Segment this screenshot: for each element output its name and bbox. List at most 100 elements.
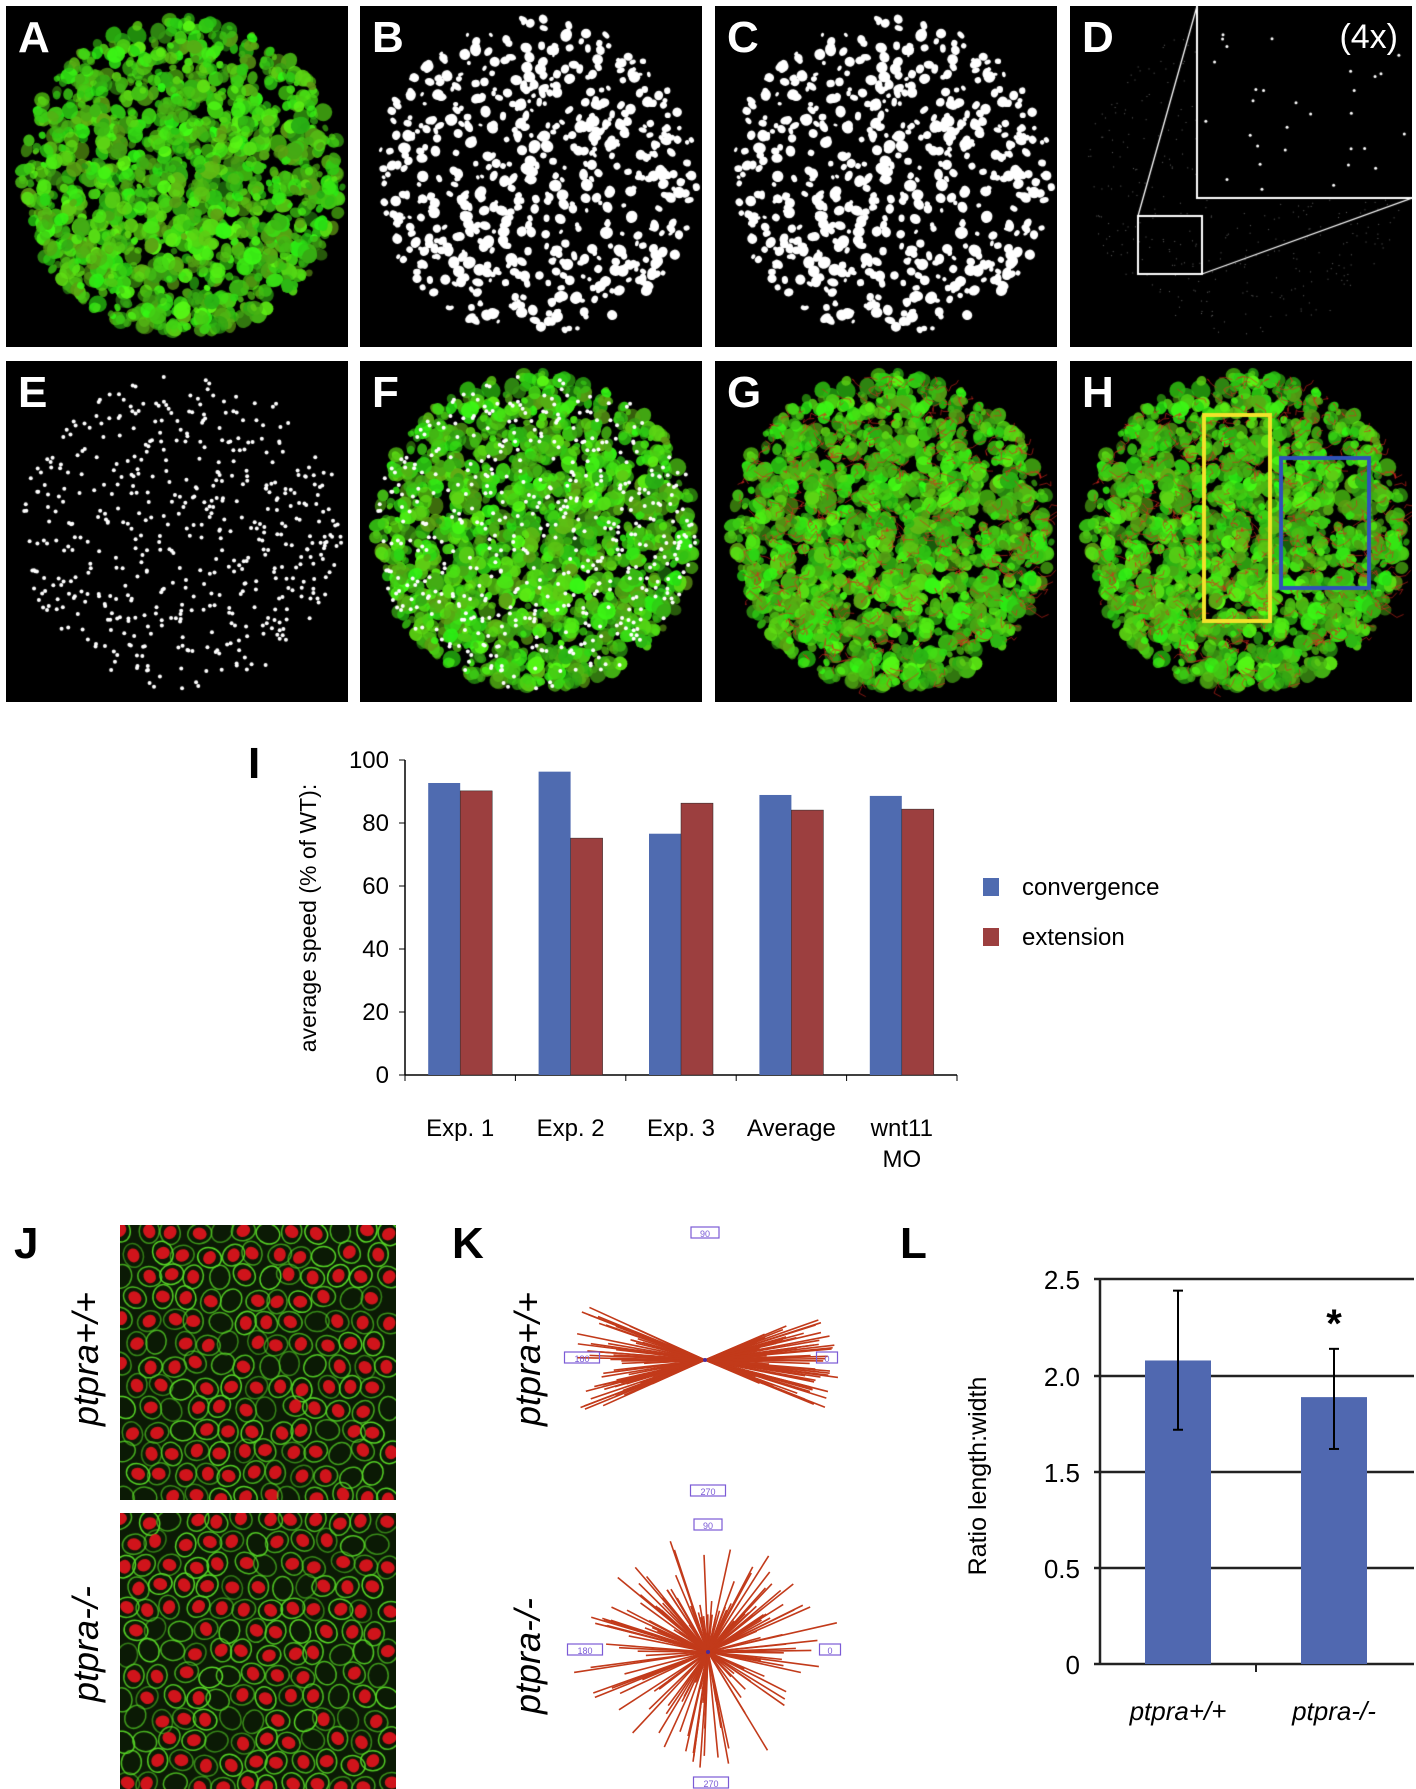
- rose-ray: [707, 1571, 771, 1653]
- bar-extension: [570, 837, 603, 1076]
- rose-ray: [597, 1315, 706, 1361]
- x-label-line: wnt11: [870, 1115, 933, 1142]
- y-axis-label: Ratio length:width: [964, 1377, 992, 1576]
- rose-ray: [707, 1603, 732, 1653]
- panel-label-c: C: [727, 13, 759, 62]
- rose-ray: [659, 1359, 706, 1379]
- rose-ray: [704, 1359, 816, 1382]
- rose-ray: [616, 1348, 706, 1361]
- panel-label-l: L: [900, 1219, 927, 1268]
- rose-ray: [618, 1651, 709, 1711]
- rose-ray: [603, 1618, 709, 1653]
- angle-label-box: [693, 1518, 723, 1531]
- x-tick-label: ptpra+/+: [1129, 1696, 1227, 1726]
- micrograph-b: B: [360, 6, 702, 347]
- panel-label-b: B: [372, 13, 404, 62]
- x-tick-label: Exp. 1: [426, 1115, 494, 1142]
- angle-label: 270: [703, 1779, 718, 1789]
- y-tick-label: 0: [1066, 1650, 1080, 1680]
- rose-ray: [637, 1650, 709, 1653]
- micrograph-f: F: [360, 361, 702, 702]
- rose-ray: [707, 1651, 786, 1700]
- y-axis-label: average speed (% of WT):: [295, 784, 321, 1052]
- angle-label-box: [563, 1351, 601, 1364]
- rose-ray: [707, 1622, 838, 1653]
- rose-ray: [585, 1359, 706, 1393]
- angle-label-box: [690, 1226, 720, 1239]
- angle-label: 90: [700, 1229, 710, 1239]
- micrograph-j-wildtype: [120, 1225, 396, 1500]
- rose-ray: [707, 1651, 719, 1758]
- bar-convergence: [759, 794, 792, 1075]
- rose-ray: [696, 1651, 709, 1683]
- micrograph-a: A: [6, 6, 348, 347]
- angle-label-box: [692, 1776, 730, 1789]
- angle-label: 0: [827, 1646, 832, 1656]
- rose-ray: [707, 1587, 767, 1653]
- legend-swatch: [983, 878, 999, 896]
- rose-ray: [670, 1588, 709, 1653]
- x-tick-label: wnt11 MO: [870, 1115, 933, 1173]
- micrograph-j-mutant: [120, 1513, 396, 1789]
- rose-ray: [707, 1581, 735, 1653]
- x-tick-label: Exp. 3: [647, 1115, 715, 1142]
- rose-ray: [697, 1612, 709, 1653]
- rose-ray: [681, 1651, 709, 1703]
- rose-ray: [707, 1614, 764, 1653]
- legend-label: convergence: [1022, 874, 1159, 901]
- rose-ray: [667, 1651, 709, 1707]
- rose-ray: [707, 1555, 770, 1653]
- angle-label-box: [566, 1643, 604, 1656]
- y-tick-label: 0.5: [1044, 1554, 1080, 1584]
- rose-ray: [707, 1604, 804, 1653]
- x-label-line: MO: [882, 1146, 921, 1173]
- rose-ray: [674, 1574, 709, 1653]
- rose-ray: [707, 1651, 784, 1654]
- significance-asterisk: *: [1326, 1302, 1342, 1346]
- panel-label-h: H: [1082, 368, 1114, 417]
- rose-ray: [707, 1651, 765, 1678]
- rose-ray: [576, 1332, 706, 1361]
- micrograph-h: H: [1070, 361, 1412, 702]
- rose-ray: [613, 1354, 706, 1361]
- y-tick-label: 40: [362, 936, 389, 963]
- legend-swatch: [983, 928, 999, 946]
- rose-ray: [707, 1651, 769, 1751]
- y-tick-label: 20: [362, 999, 389, 1026]
- rose-ray: [657, 1607, 709, 1653]
- rose-ray: [624, 1651, 709, 1675]
- panel-label-d: D: [1082, 13, 1114, 62]
- angle-label-box: [815, 1351, 839, 1364]
- angle-label-box: [818, 1643, 842, 1656]
- rose-center: [706, 1650, 710, 1654]
- angle-label: 0: [824, 1354, 829, 1364]
- x-tick-label: Average: [747, 1115, 836, 1142]
- rose-ray: [707, 1549, 732, 1653]
- legend-label: extension: [1022, 924, 1125, 951]
- rose-ray: [611, 1606, 709, 1653]
- rose-ray: [707, 1610, 721, 1653]
- rose-ray: [704, 1359, 768, 1367]
- x-tick-label: ptpra-/-: [1291, 1696, 1376, 1726]
- rose-ray: [707, 1651, 730, 1749]
- bar-extension: [901, 808, 935, 1076]
- rose-ray: [699, 1651, 709, 1768]
- rose-ray: [665, 1359, 706, 1370]
- rose-ray: [704, 1357, 826, 1361]
- angle-label: 180: [574, 1354, 589, 1364]
- panel-label-i: I: [248, 739, 261, 788]
- y-tick-label: 1.5: [1044, 1458, 1080, 1488]
- y-tick-label: 60: [362, 873, 389, 900]
- rose-ray: [704, 1339, 820, 1361]
- bar-extension: [680, 802, 714, 1076]
- rose-ray: [621, 1359, 706, 1362]
- rose-ray: [707, 1614, 713, 1653]
- panel-label-e: E: [18, 368, 48, 417]
- rose-ray: [704, 1359, 806, 1400]
- rose-ray: [707, 1636, 761, 1653]
- angle-label-box: [689, 1484, 727, 1497]
- micrograph-e: E: [6, 361, 348, 702]
- rose-ray: [592, 1651, 709, 1694]
